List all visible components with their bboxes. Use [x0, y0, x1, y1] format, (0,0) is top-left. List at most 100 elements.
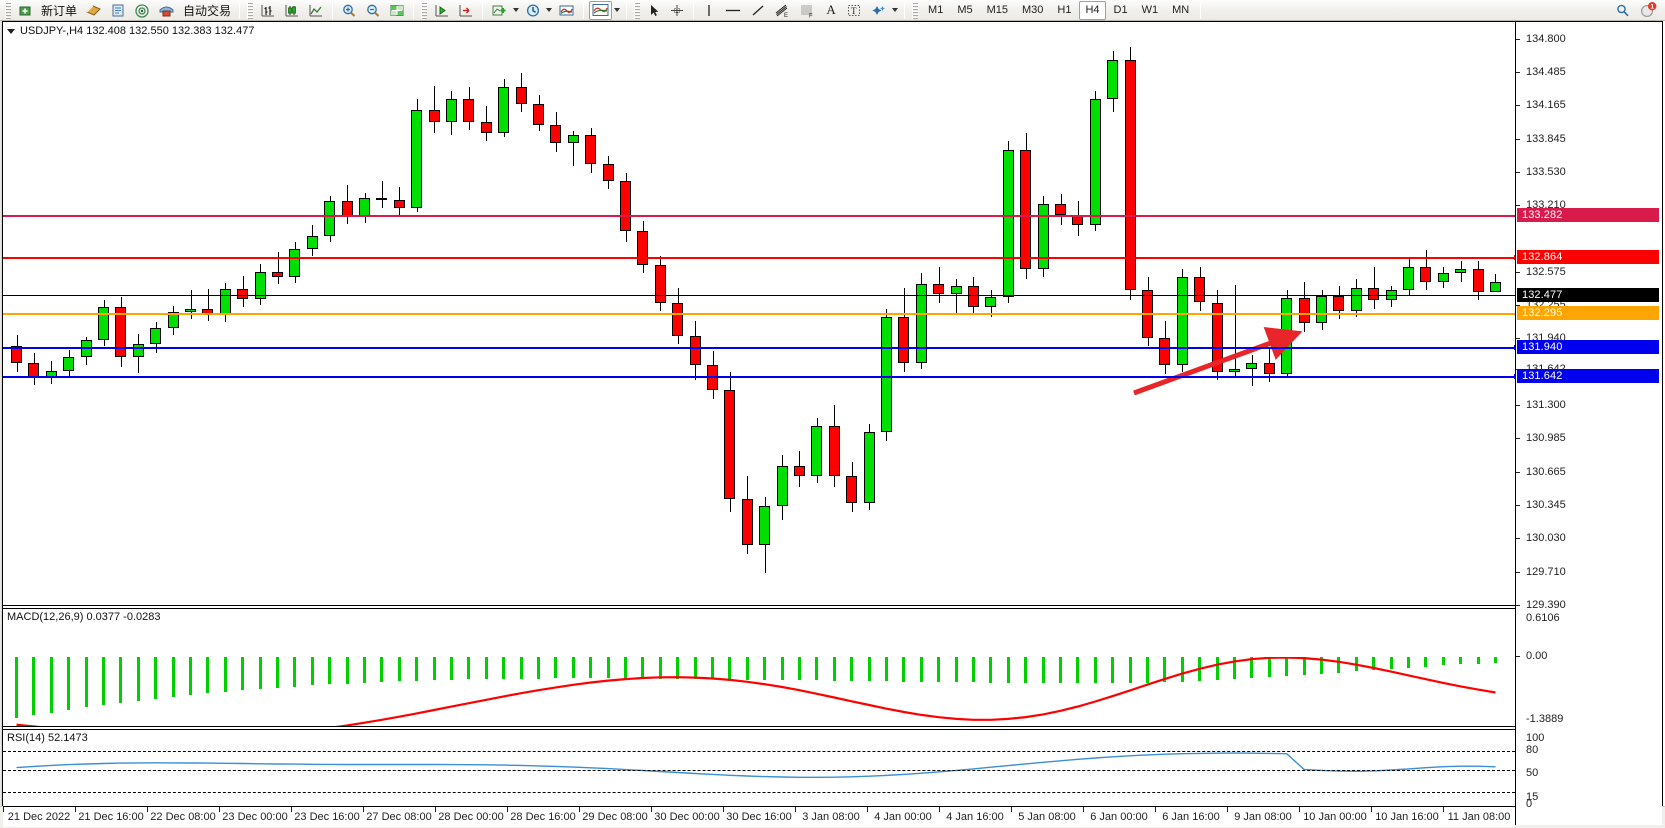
indicator-tick-label: 0: [1526, 798, 1533, 810]
line-chart-icon: [309, 4, 323, 16]
candle-body: [1333, 296, 1345, 311]
search-button[interactable]: [1612, 1, 1634, 20]
macd-signal-line: [16, 656, 1496, 726]
time-axis[interactable]: 21 Dec 2022 21 Dec 16:00 22 Dec 08:00 23 De…: [3, 806, 1515, 827]
chart-canvas[interactable]: USDJPY-,H4 132.408 132.550 132.383 132.4…: [2, 21, 1663, 827]
price-level-badge[interactable]: 132.477: [1517, 288, 1659, 302]
macd-histogram-bar: [1285, 656, 1288, 677]
time-tick-label: 6 Jan 00:00: [1090, 811, 1148, 823]
toolbar-grip-2[interactable]: [247, 1, 254, 19]
candle-body: [411, 109, 423, 209]
macd-histogram-bar: [728, 656, 731, 680]
timeframe-m5[interactable]: M5: [957, 4, 973, 16]
templates-button[interactable]: [555, 1, 578, 20]
timeframe-h4[interactable]: H4: [1079, 0, 1106, 20]
candle-body: [98, 306, 109, 341]
macd-histogram-bar: [763, 656, 766, 680]
price-level-line[interactable]: [3, 345, 1515, 350]
price-level-anchor-handle[interactable]: [1514, 374, 1515, 379]
alerts-button[interactable]: 1: [1636, 1, 1661, 20]
candle-body: [289, 249, 301, 278]
price-axis[interactable]: 134.800 134.485 134.165 133.845 133.530 133.2…: [1515, 22, 1662, 825]
timeframe-m1[interactable]: M1: [928, 4, 944, 16]
crosshair-button[interactable]: [666, 1, 688, 20]
main-toolbar: 新订单 自动交易: [0, 0, 1665, 21]
new-order-button[interactable]: [15, 1, 36, 20]
indicators-dropdown-arrow[interactable]: [513, 8, 520, 12]
candle-body: [550, 124, 562, 144]
price-level-line[interactable]: [3, 215, 1515, 217]
toolbar-grip-5[interactable]: [912, 1, 919, 19]
timeframe-mn[interactable]: MN: [1172, 4, 1190, 16]
chart-shift-button[interactable]: [431, 1, 453, 20]
periods-dropdown-arrow[interactable]: [546, 8, 553, 12]
equidistant-channel-button[interactable]: E: [771, 1, 794, 20]
periods-button[interactable]: [522, 1, 544, 20]
text-label-button[interactable]: T: [843, 1, 865, 20]
price-level-anchor-handle[interactable]: [1514, 255, 1515, 260]
price-level-line[interactable]: [3, 313, 1515, 315]
macd-pane[interactable]: MACD(12,26,9) 0.0377 -0.0283: [3, 609, 1515, 726]
macd-histogram-bar: [380, 656, 383, 682]
price-level-badge[interactable]: 131.940: [1517, 340, 1659, 354]
candle-body: [898, 317, 910, 364]
price-level-line[interactable]: [3, 374, 1515, 379]
macd-histogram-bar: [676, 656, 679, 679]
auto-scroll-button[interactable]: [455, 1, 477, 20]
timeframe-d1[interactable]: D1: [1113, 4, 1128, 16]
macd-histogram-bar: [119, 656, 122, 703]
line-chart-button[interactable]: [305, 1, 327, 20]
candle-body: [741, 499, 753, 546]
macd-histogram-bar: [206, 656, 209, 694]
candle-body: [602, 164, 614, 182]
toolbar-grip-3[interactable]: [421, 1, 428, 19]
svg-text:F: F: [809, 13, 813, 18]
price-level-badge[interactable]: 132.864: [1517, 250, 1659, 264]
price-level-badge[interactable]: 132.295: [1517, 306, 1659, 320]
indicator-tick-label: 0.6106: [1526, 612, 1560, 624]
price-level-line[interactable]: [3, 255, 1515, 260]
price-pane[interactable]: [3, 22, 1515, 605]
text-button[interactable]: A: [821, 1, 841, 20]
candle-body: [1316, 296, 1327, 324]
objects-dropdown-arrow[interactable]: [892, 8, 899, 12]
fibonacci-button[interactable]: F: [796, 1, 819, 20]
cursor-button[interactable]: [644, 1, 664, 20]
candle-body: [463, 99, 475, 123]
vertical-line-button[interactable]: [699, 1, 719, 20]
timeframe-h1[interactable]: H1: [1057, 4, 1072, 16]
objects-button[interactable]: [867, 1, 890, 20]
horizontal-line-button[interactable]: [721, 1, 745, 20]
tile-windows-button[interactable]: [386, 1, 408, 20]
timeframe-w1[interactable]: W1: [1141, 4, 1159, 16]
price-level-anchor-handle[interactable]: [1514, 345, 1515, 350]
templates-dropdown-arrow[interactable]: [614, 8, 621, 12]
market-button[interactable]: [155, 1, 178, 20]
templates-select-button[interactable]: [589, 0, 613, 20]
candle-body: [1455, 269, 1467, 274]
zoom-out-button[interactable]: [362, 1, 384, 20]
expert-advisor-button[interactable]: [82, 1, 105, 20]
chart-left-grip[interactable]: [0, 21, 2, 826]
price-level-line[interactable]: [3, 295, 1515, 296]
toolbar-grip-4[interactable]: [634, 1, 641, 19]
trendline-button[interactable]: [747, 1, 769, 20]
candle-body: [846, 476, 858, 504]
candlestick-chart-button[interactable]: [281, 1, 303, 20]
zoom-in-button[interactable]: [338, 1, 360, 20]
pane-divider-2[interactable]: [3, 726, 1662, 727]
timeframe-m30[interactable]: M30: [1022, 4, 1044, 16]
price-tick-mark: [1516, 338, 1520, 340]
pane-divider-1[interactable]: [3, 605, 1662, 606]
rsi-pane[interactable]: RSI(14) 52.1473: [3, 730, 1515, 806]
signals-button[interactable]: [131, 1, 153, 20]
indicators-button[interactable]: [488, 1, 511, 20]
timeframe-m15[interactable]: M15: [986, 4, 1008, 16]
price-level-badge[interactable]: 131.642: [1517, 369, 1659, 383]
toolbar-grip[interactable]: [5, 1, 11, 19]
bar-chart-button[interactable]: [257, 1, 279, 20]
data-window-button[interactable]: [107, 1, 129, 20]
chart-menu-caret-icon[interactable]: [7, 28, 15, 34]
candle-body: [1159, 338, 1171, 366]
price-level-badge[interactable]: 133.282: [1517, 208, 1659, 222]
